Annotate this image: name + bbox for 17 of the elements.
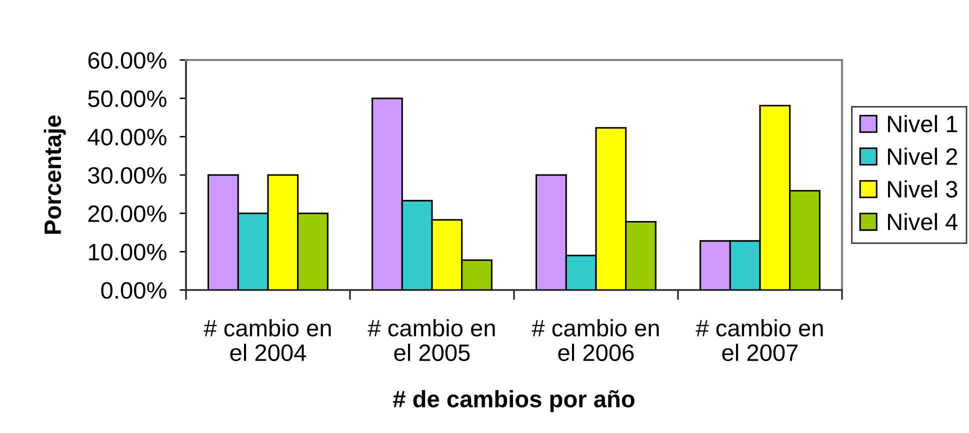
y-tick-label: 60.00% bbox=[88, 52, 166, 69]
x-tick-label: # cambio en el 2006 bbox=[532, 319, 659, 362]
y-axis-title: Porcentaje bbox=[44, 115, 66, 234]
y-tick-label: 30.00% bbox=[88, 167, 166, 184]
x-tick-label: # cambio en el 2005 bbox=[368, 319, 495, 362]
legend-label: Nivel 3 bbox=[888, 180, 958, 198]
x-tick-label: # cambio en el 2007 bbox=[696, 319, 823, 362]
y-tick-label: 50.00% bbox=[88, 90, 166, 108]
legend-label: Nivel 1 bbox=[888, 115, 958, 132]
y-tick-label: 10.00% bbox=[88, 244, 166, 260]
legend-label: Nivel 4 bbox=[888, 212, 958, 230]
x-axis-title: # de cambios por año bbox=[393, 390, 634, 412]
y-tick-label: 20.00% bbox=[88, 205, 166, 222]
x-tick-label: # cambio en el 2004 bbox=[204, 319, 331, 362]
legend-label: Nivel 2 bbox=[888, 148, 958, 166]
y-tick-label: 0.00% bbox=[101, 282, 166, 299]
y-tick-label: 40.00% bbox=[88, 128, 166, 146]
